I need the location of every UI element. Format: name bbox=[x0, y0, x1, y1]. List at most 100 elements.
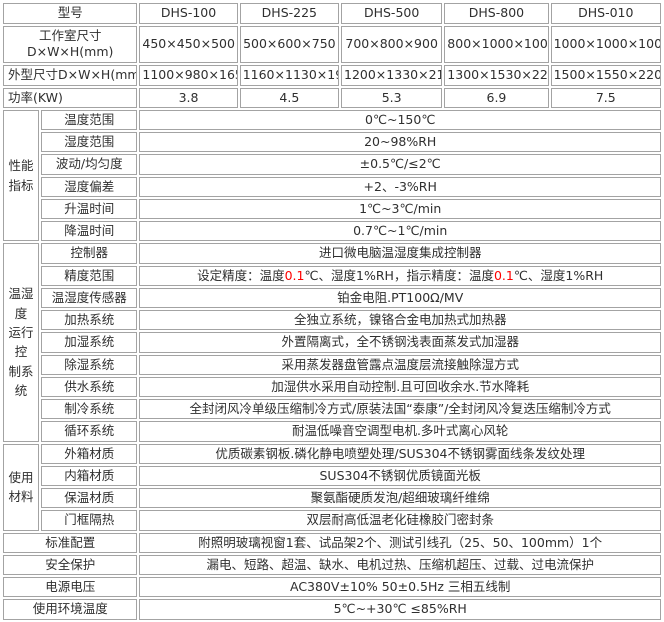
row-label: 控制器 bbox=[41, 243, 138, 264]
row-label: 温度范围 bbox=[41, 109, 138, 130]
row-label: 电源电压 bbox=[3, 577, 138, 598]
table-row: 除湿系统 采用蒸发器盘管露点温度层流接触除湿方式 bbox=[3, 354, 661, 375]
row-label: 门框隔热 bbox=[41, 510, 138, 531]
table-row: 温湿度传感器 铂金电阻.PT100Ω/MV bbox=[3, 287, 661, 308]
spec-value: 1℃~3℃/min bbox=[139, 198, 661, 219]
table-row: 降温时间 0.7℃~1℃/min bbox=[3, 221, 661, 242]
power-value: 5.3 bbox=[341, 87, 443, 108]
precision-text: ℃、湿度1%RH，指示精度：温度 bbox=[304, 267, 494, 283]
spec-sheet-page: 型号 DHS-100 DHS-225 DHS-500 DHS-800 DHS-0… bbox=[3, 3, 661, 620]
power-supply-row: 电源电压 AC380V±10% 50±0.5Hz 三相五线制 bbox=[3, 577, 661, 598]
table-row: 性能 指标 温度范围 0℃~150℃ bbox=[3, 109, 661, 242]
group-label-performance: 性能 指标 bbox=[3, 109, 40, 242]
table-row: 门框隔热 双层耐高低温老化硅橡胶门密封条 bbox=[3, 510, 661, 531]
table-row: 波动/均匀度 ±0.5℃/≤2℃ bbox=[3, 154, 661, 175]
spec-value: 优质碳素钢板.磷化静电喷塑处理/SUS304不锈钢雾面线条发纹处理 bbox=[139, 443, 661, 464]
row-label: 使用环境温度 bbox=[3, 599, 138, 620]
row-label: 波动/均匀度 bbox=[41, 154, 138, 175]
spec-value: 全封闭风冷单级压缩制冷方式/原装法国“泰康”/全封闭风冷复迭压缩制冷方式 bbox=[139, 399, 661, 420]
inner-dimensions-row: 工作室尺寸 D×W×H(mm) 450×450×500 500×600×750 … bbox=[3, 26, 661, 63]
row-label: 保温材质 bbox=[41, 488, 138, 509]
precision-text: ℃、湿度1%RH bbox=[513, 267, 604, 283]
row-label: 供水系统 bbox=[41, 376, 138, 397]
row-label: 安全保护 bbox=[3, 554, 138, 575]
table-row: 保温材质 聚氨酯硬质发泡/超细玻璃纤维绵 bbox=[3, 488, 661, 509]
row-label: 工作室尺寸 D×W×H(mm) bbox=[3, 26, 138, 63]
row-label: 标准配置 bbox=[3, 532, 138, 553]
row-label: 湿度范围 bbox=[41, 132, 138, 153]
safety-protection-row: 安全保护 漏电、短路、超温、缺水、电机过热、压缩机超压、过载、过电流保护 bbox=[3, 554, 661, 575]
spec-value: ±0.5℃/≤2℃ bbox=[139, 154, 661, 175]
spec-value: 附照明玻璃视窗1套、试品架2个、测试引线孔（25、50、100mm）1个 bbox=[139, 532, 661, 553]
power-value: 3.8 bbox=[139, 87, 238, 108]
table-row: 循环系统 耐温低噪音空调型电机.多叶式离心风轮 bbox=[3, 421, 661, 442]
spec-value: 加湿供水采用自动控制.且可回收余水.节水降耗 bbox=[139, 376, 661, 397]
group-label-control-system: 温湿度 运行控 制系统 bbox=[3, 243, 40, 442]
power-value: 4.5 bbox=[239, 87, 339, 108]
power-value: 6.9 bbox=[444, 87, 549, 108]
dimension-value: 700×800×900 bbox=[341, 26, 443, 63]
dimension-value: 1160×1130×1900 bbox=[239, 64, 339, 86]
model-name-cell: DHS-800 bbox=[444, 3, 549, 24]
table-row: 升温时间 1℃~3℃/min bbox=[3, 198, 661, 219]
dimension-value: 1500×1550×2200 bbox=[550, 64, 661, 86]
model-name-cell: DHS-500 bbox=[341, 3, 443, 24]
spec-value: +2、-3%RH bbox=[139, 176, 661, 197]
spec-value: 聚氨酯硬质发泡/超细玻璃纤维绵 bbox=[139, 488, 661, 509]
row-label: 加湿系统 bbox=[41, 332, 138, 353]
spec-value: 采用蒸发器盘管露点温度层流接触除湿方式 bbox=[139, 354, 661, 375]
dimension-value: 500×600×750 bbox=[239, 26, 339, 63]
dimension-value: 450×450×500 bbox=[139, 26, 238, 63]
model-name-cell: DHS-225 bbox=[239, 3, 339, 24]
spec-value: 双层耐高低温老化硅橡胶门密封条 bbox=[139, 510, 661, 531]
power-value: 7.5 bbox=[550, 87, 661, 108]
standard-config-row: 标准配置 附照明玻璃视窗1套、试品架2个、测试引线孔（25、50、100mm）1… bbox=[3, 532, 661, 553]
spec-value: 耐温低噪音空调型电机.多叶式离心风轮 bbox=[139, 421, 661, 442]
table-row: 内箱材质 SUS304不锈钢优质镜面光板 bbox=[3, 465, 661, 486]
power-row: 功率(KW) 3.8 4.5 5.3 6.9 7.5 bbox=[3, 87, 661, 108]
spec-value: 漏电、短路、超温、缺水、电机过热、压缩机超压、过载、过电流保护 bbox=[139, 554, 661, 575]
row-label: 加热系统 bbox=[41, 310, 138, 331]
dimension-value: 1000×1000×1000 bbox=[550, 26, 661, 63]
dimension-value: 1100×980×1650 bbox=[139, 64, 238, 86]
precision-highlight: 0.1 bbox=[493, 267, 514, 283]
row-label: 升温时间 bbox=[41, 198, 138, 219]
spec-value: 20~98%RH bbox=[139, 132, 661, 153]
dimension-value: 1300×1530×2200 bbox=[444, 64, 549, 86]
spec-value: 铂金电阻.PT100Ω/MV bbox=[139, 287, 661, 308]
row-label: 湿度偏差 bbox=[41, 176, 138, 197]
model-name-cell: DHS-010 bbox=[550, 3, 661, 24]
spec-value: 0℃~150℃ bbox=[139, 109, 661, 130]
row-label: 温湿度传感器 bbox=[41, 287, 138, 308]
table-row: 加湿系统 外置隔离式，全不锈钢浅表面蒸发式加湿器 bbox=[3, 332, 661, 353]
table-row: 供水系统 加湿供水采用自动控制.且可回收余水.节水降耗 bbox=[3, 376, 661, 397]
precision-text: 设定精度：温度 bbox=[197, 267, 285, 283]
table-row: 加热系统 全独立系统，镍铬合金电加热式加热器 bbox=[3, 310, 661, 331]
group-label-materials: 使用 材料 bbox=[3, 443, 40, 531]
spec-value: AC380V±10% 50±0.5Hz 三相五线制 bbox=[139, 577, 661, 598]
table-row: 精度范围 设定精度：温度0.1℃、湿度1%RH，指示精度：温度0.1℃、湿度1%… bbox=[3, 265, 661, 286]
row-label: 外箱材质 bbox=[41, 443, 138, 464]
row-label: 内箱材质 bbox=[41, 465, 138, 486]
model-header-label: 型号 bbox=[3, 3, 138, 24]
model-name-cell: DHS-100 bbox=[139, 3, 238, 24]
outer-dimensions-row: 外型尺寸D×W×H(mm) 1100×980×1650 1160×1130×19… bbox=[3, 64, 661, 86]
model-header-row: 型号 DHS-100 DHS-225 DHS-500 DHS-800 DHS-0… bbox=[3, 3, 661, 24]
precision-highlight: 0.1 bbox=[284, 267, 305, 283]
ambient-temperature-row: 使用环境温度 5℃~+30℃ ≤85%RH bbox=[3, 599, 661, 620]
row-label: 除湿系统 bbox=[41, 354, 138, 375]
table-row: 温湿度 运行控 制系统 控制器 进口微电脑温湿度集成控制器 bbox=[3, 243, 661, 442]
dimension-value: 800×1000×1000 bbox=[444, 26, 549, 63]
spec-value: 全独立系统，镍铬合金电加热式加热器 bbox=[139, 310, 661, 331]
row-label: 制冷系统 bbox=[41, 399, 138, 420]
spec-value: SUS304不锈钢优质镜面光板 bbox=[139, 465, 661, 486]
table-row: 使用 材料 外箱材质 优质碳素钢板.磷化静电喷塑处理/SUS304不锈钢雾面线条… bbox=[3, 443, 661, 531]
row-label: 精度范围 bbox=[41, 265, 138, 286]
row-label: 循环系统 bbox=[41, 421, 138, 442]
spec-value-precision: 设定精度：温度0.1℃、湿度1%RH，指示精度：温度0.1℃、湿度1%RH bbox=[139, 265, 661, 286]
spec-value: 进口微电脑温湿度集成控制器 bbox=[139, 243, 661, 264]
row-label: 功率(KW) bbox=[3, 87, 138, 108]
row-label: 降温时间 bbox=[41, 221, 138, 242]
table-row: 湿度范围 20~98%RH bbox=[3, 132, 661, 153]
